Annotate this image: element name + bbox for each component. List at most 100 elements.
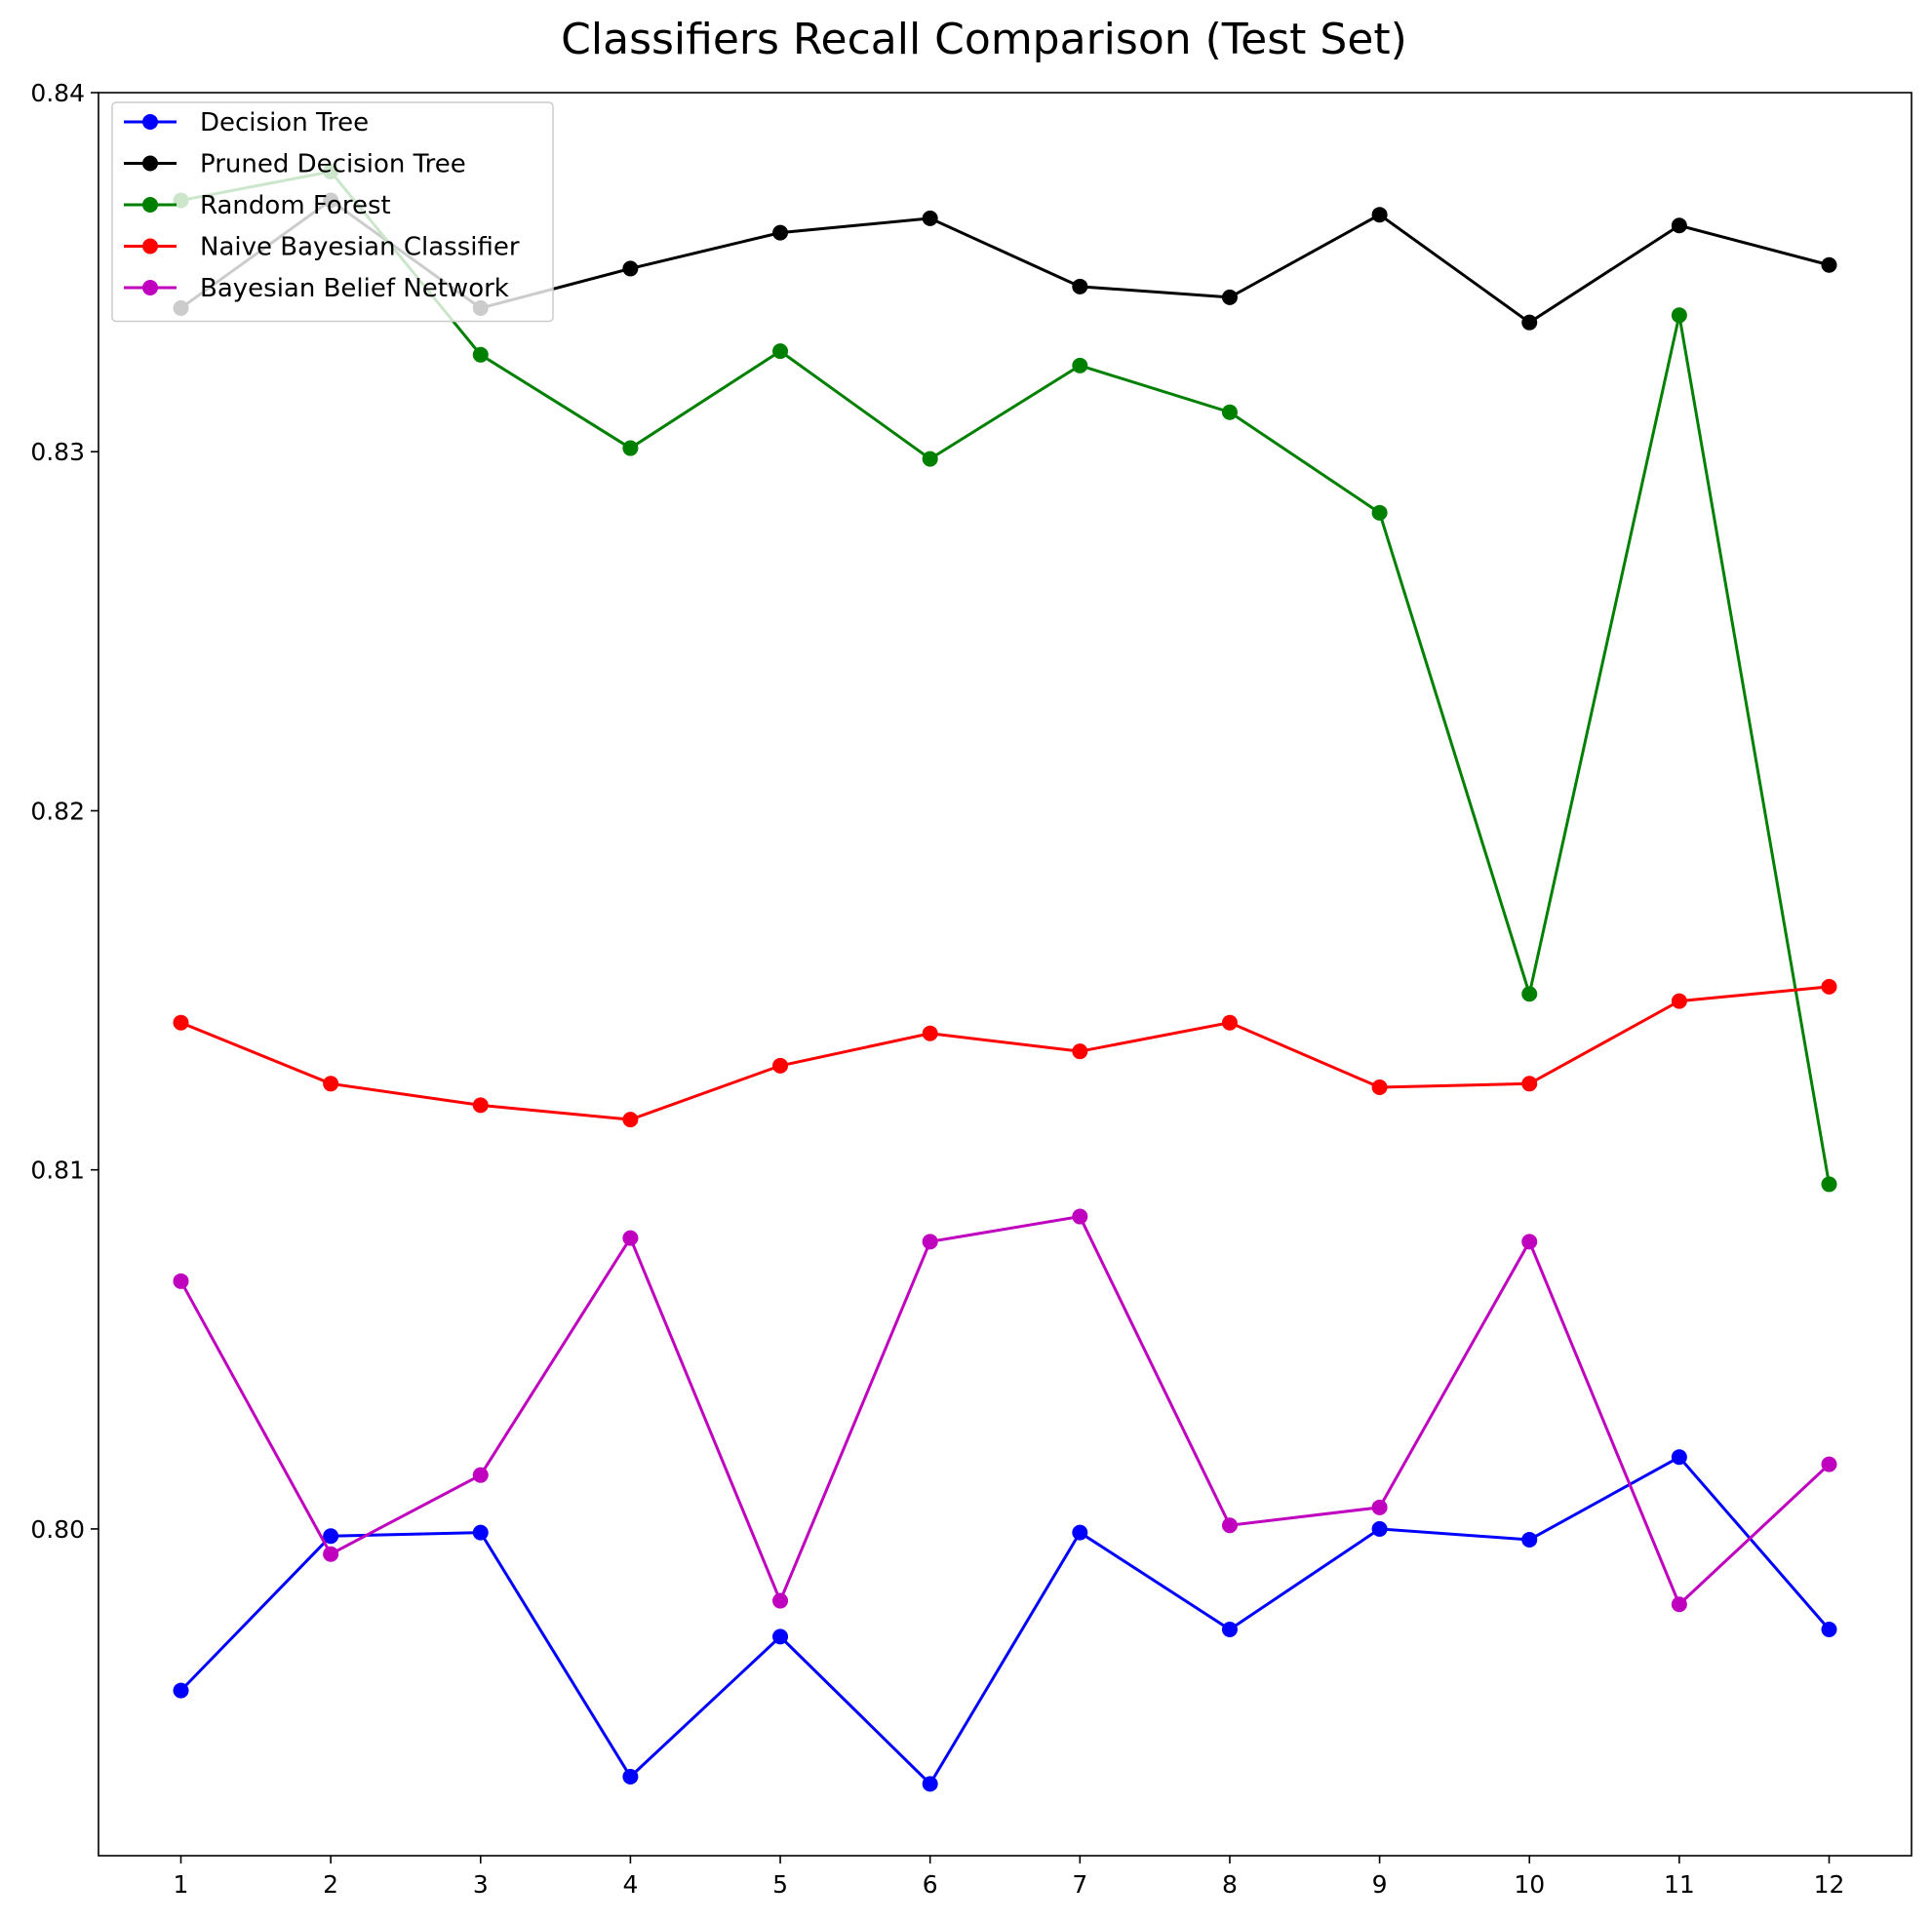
plot-frame <box>98 92 1912 1857</box>
axes: 1 2 3 4 5 6 7 8 9 10 11 120.800.810.820.830.84 <box>30 79 1912 1899</box>
data-point <box>1821 1456 1837 1472</box>
data-point <box>922 1025 938 1041</box>
series-line <box>180 170 1831 1185</box>
data-point <box>1821 978 1837 995</box>
series-line <box>179 985 1830 1121</box>
data-point <box>1821 1176 1837 1193</box>
data-point <box>922 1776 938 1792</box>
data-point <box>173 1273 189 1289</box>
series-line <box>179 1455 1831 1786</box>
y-tick-label: 0.82 <box>30 797 85 825</box>
series-bayesian-belief-network <box>173 1208 1837 1613</box>
legend-swatch-marker <box>142 238 158 255</box>
legend-box <box>111 101 554 323</box>
data-point <box>772 1057 789 1074</box>
data-point <box>1521 1234 1538 1250</box>
data-point <box>772 224 789 241</box>
x-tick-label: 2 <box>323 1870 338 1899</box>
data-point <box>622 1230 639 1246</box>
data-point <box>1371 504 1388 521</box>
data-point <box>1221 1622 1238 1638</box>
legend-item: Pruned Decision Tree <box>124 150 466 179</box>
legend: Decision Tree Pruned Decision Tree Random … <box>111 101 554 323</box>
y-tick-label: 0.84 <box>30 79 85 107</box>
x-tick-label: 7 <box>1072 1870 1087 1899</box>
data-point <box>1521 1076 1538 1092</box>
data-point <box>1371 207 1388 223</box>
y-tick-label: 0.83 <box>30 438 85 466</box>
data-point <box>1221 1517 1238 1534</box>
x-tick-label: 3 <box>473 1870 489 1899</box>
x-tick-label: 4 <box>622 1870 638 1899</box>
data-point <box>1671 1449 1687 1466</box>
data-point <box>1521 314 1538 331</box>
x-tick-label: 1 <box>174 1870 189 1899</box>
data-point <box>772 343 789 360</box>
data-point <box>622 1768 639 1785</box>
x-tick-label: 8 <box>1222 1870 1238 1899</box>
data-point <box>622 1112 639 1128</box>
legend-label: Naive Bayesian Classifier <box>200 233 520 262</box>
x-tick-label: 6 <box>923 1870 938 1899</box>
x-tick-label: 5 <box>772 1870 788 1899</box>
legend-swatch-marker <box>142 114 158 130</box>
data-point <box>472 1097 489 1114</box>
data-point <box>1221 1014 1238 1031</box>
data-point <box>173 1014 189 1031</box>
data-point <box>323 1546 339 1562</box>
legend-swatch-marker <box>142 155 158 172</box>
data-point <box>323 1076 339 1092</box>
data-point <box>1072 357 1088 373</box>
data-point <box>1072 1524 1088 1541</box>
data-point <box>622 260 639 277</box>
data-point <box>922 451 938 467</box>
legend-label: Pruned Decision Tree <box>200 150 466 179</box>
data-point <box>772 1628 789 1645</box>
data-point <box>1371 1079 1388 1095</box>
data-point <box>1821 256 1837 273</box>
data-point <box>622 440 639 456</box>
legend-label: Decision Tree <box>200 108 369 137</box>
legend-item: Decision Tree <box>124 108 369 137</box>
x-tick-label: 9 <box>1372 1870 1388 1899</box>
data-point <box>1521 1531 1538 1548</box>
y-tick-label: 0.81 <box>30 1157 85 1185</box>
data-point <box>922 210 938 226</box>
series-line <box>179 1214 1831 1607</box>
legend-item: Naive Bayesian Classifier <box>124 233 520 262</box>
data-point <box>173 1682 189 1699</box>
legend-item: Random Forest <box>124 191 391 220</box>
legend-label: Random Forest <box>200 191 391 220</box>
data-point <box>1072 278 1088 294</box>
data-point <box>922 1234 938 1250</box>
data-point <box>472 346 489 363</box>
y-tick-label: 0.80 <box>30 1515 85 1544</box>
series-naive-bayesian-classifier <box>173 978 1837 1128</box>
legend-swatch-marker <box>142 280 158 295</box>
data-point <box>772 1592 789 1609</box>
series-group <box>173 164 1837 1792</box>
series-decision-tree <box>173 1449 1837 1792</box>
legend-label: Bayesian Belief Network <box>200 274 509 303</box>
data-point <box>1371 1499 1388 1515</box>
data-point <box>1221 289 1238 305</box>
legend-item: Bayesian Belief Network <box>124 274 509 303</box>
data-point <box>1521 986 1538 1002</box>
data-point <box>1671 307 1687 324</box>
data-point <box>1821 1622 1837 1638</box>
data-point <box>1671 1596 1687 1613</box>
x-tick-label: 12 <box>1814 1870 1845 1899</box>
data-point <box>323 1528 339 1545</box>
data-point <box>1221 404 1238 420</box>
legend-swatch-marker <box>142 197 158 213</box>
data-point <box>1671 993 1687 1009</box>
data-point <box>1371 1520 1388 1537</box>
chart-title: Classifiers Recall Comparison (Test Set) <box>561 15 1407 64</box>
data-point <box>1072 1208 1088 1225</box>
data-point <box>1072 1043 1088 1060</box>
data-point <box>472 1524 489 1541</box>
data-point <box>472 1467 489 1483</box>
data-point <box>1671 217 1687 234</box>
x-tick-label: 11 <box>1664 1870 1695 1899</box>
